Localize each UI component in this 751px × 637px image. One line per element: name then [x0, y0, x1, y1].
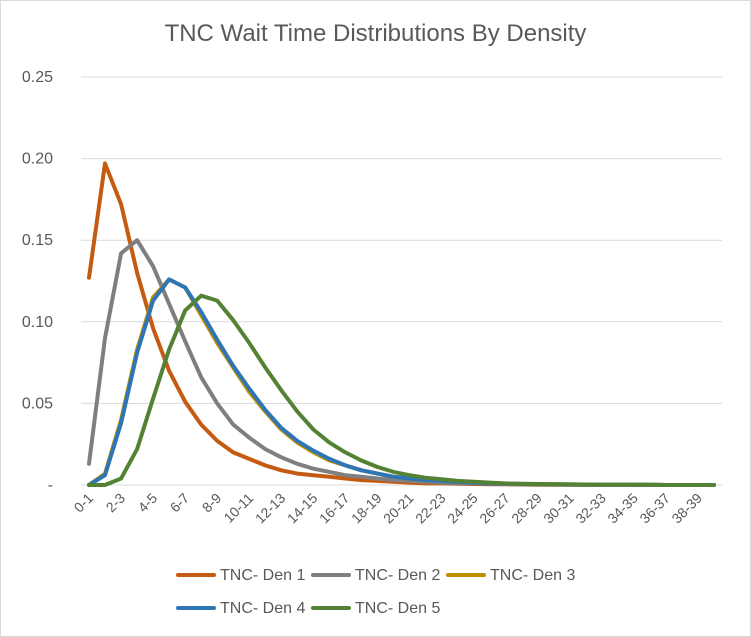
x-tick-label: 12-13	[252, 490, 289, 527]
legend-item: TNC- Den 5	[311, 600, 440, 617]
gridlines	[81, 76, 722, 486]
y-tick-label: -	[48, 477, 53, 494]
x-tick-label: 16-17	[316, 490, 353, 527]
y-axis: - 0.05 0.10 0.15 0.20 0.25	[22, 69, 53, 494]
x-tick-label: 2-3	[103, 490, 129, 516]
series-line-tnc-den-1	[87, 161, 716, 487]
x-tick-label: 36-37	[636, 490, 673, 527]
x-tick-label: 6-7	[167, 490, 193, 516]
legend-label: TNC- Den 3	[490, 567, 575, 584]
x-tick-label: 18-19	[348, 490, 385, 527]
x-tick-label: 20-21	[380, 490, 417, 527]
legend-item: TNC- Den 3	[446, 567, 575, 584]
legend-label: TNC- Den 2	[355, 567, 440, 584]
x-tick-label: 34-35	[604, 490, 641, 527]
x-tick-label: 22-23	[412, 490, 449, 527]
legend-item: TNC- Den 4	[176, 600, 305, 617]
x-tick-label: 8-9	[199, 490, 225, 516]
x-tick-label: 38-39	[668, 490, 705, 527]
x-axis: 0-1 2-3 4-5 6-7 8-910-1112-1314-1516-1718-19…	[71, 484, 722, 527]
x-tick-label: 32-33	[572, 490, 609, 527]
x-tick-label: 28-29	[508, 490, 545, 527]
legend-label: TNC- Den 1	[220, 567, 305, 584]
y-tick-label: 0.10	[22, 314, 53, 331]
legend-label: TNC- Den 5	[355, 600, 440, 617]
legend: TNC- Den 1 TNC- Den 2 TNC- Den 3 TNC- Den 4…	[176, 567, 575, 617]
legend-label: TNC- Den 4	[220, 600, 305, 617]
series-lines	[87, 161, 716, 487]
x-tick-label: 26-27	[476, 490, 513, 527]
x-tick-label: 24-25	[444, 490, 481, 527]
series-line-tnc-den-5	[87, 293, 716, 487]
x-tick-label: 0-1	[71, 490, 97, 516]
y-tick-label: 0.20	[22, 151, 53, 168]
y-tick-label: 0.25	[22, 69, 53, 86]
x-tick-label: 14-15	[284, 490, 321, 527]
y-tick-label: 0.05	[22, 395, 53, 412]
x-tick-label: 4-5	[135, 490, 161, 516]
chart-title: TNC Wait Time Distributions By Density	[164, 20, 587, 47]
x-tick-label: 30-31	[540, 490, 577, 527]
x-tick-label: 10-11	[220, 490, 256, 526]
series-line-tnc-den-2	[87, 238, 716, 487]
legend-item: TNC- Den 1	[176, 567, 305, 584]
y-tick-label: 0.15	[22, 232, 53, 249]
series-line-tnc-den-4	[87, 277, 716, 487]
legend-item: TNC- Den 2	[311, 567, 440, 584]
series-line-tnc-den-3	[87, 277, 716, 487]
